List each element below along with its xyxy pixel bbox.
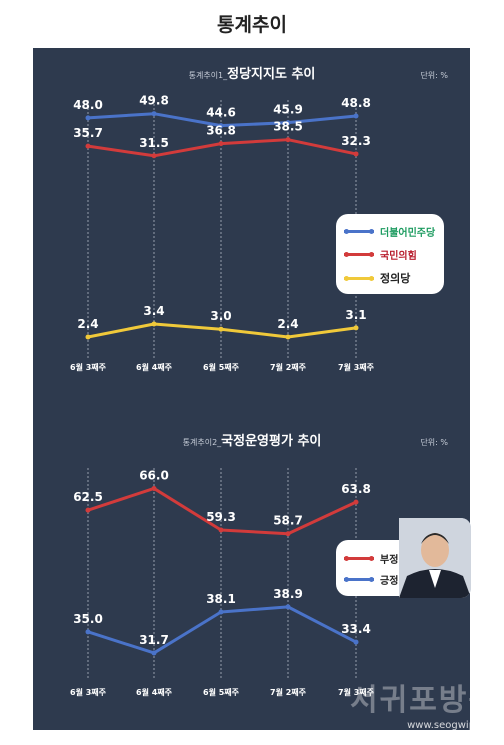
data-label: 3.4 bbox=[143, 304, 164, 318]
data-label: 48.0 bbox=[73, 98, 103, 112]
data-point bbox=[353, 499, 359, 505]
legend-label: 정의당 bbox=[380, 272, 411, 285]
data-label: 35.7 bbox=[73, 126, 103, 140]
x-tick-label: 6월 5째주 bbox=[203, 687, 240, 697]
data-point bbox=[85, 334, 91, 340]
legend-label: 긍정 bbox=[380, 576, 399, 587]
legend-item-ppp: 국민의힘 bbox=[344, 247, 417, 262]
data-point bbox=[85, 143, 91, 149]
data-point bbox=[353, 325, 359, 331]
x-tick-label: 7월 3째주 bbox=[338, 687, 375, 697]
x-tick-label: 7월 3째주 bbox=[338, 362, 375, 372]
data-point bbox=[218, 141, 224, 147]
data-point bbox=[218, 609, 224, 615]
legend-label: 국민의힘 bbox=[380, 251, 417, 262]
data-point bbox=[151, 111, 157, 117]
data-point bbox=[151, 650, 157, 656]
legend-label: 더불어민주당 bbox=[380, 228, 436, 239]
data-label: 33.4 bbox=[341, 622, 371, 636]
data-point bbox=[353, 639, 359, 645]
data-label: 31.7 bbox=[139, 633, 169, 647]
data-point bbox=[353, 151, 359, 157]
data-label: 35.0 bbox=[73, 612, 103, 626]
data-label: 63.8 bbox=[341, 482, 371, 496]
data-point bbox=[218, 326, 224, 332]
legend-item-justice: 정의당 bbox=[344, 270, 410, 286]
page-title: 통계추이 bbox=[217, 14, 287, 36]
president-photo bbox=[399, 518, 471, 598]
data-label: 31.5 bbox=[139, 136, 169, 150]
x-tick-label: 6월 4째주 bbox=[136, 362, 173, 372]
data-label: 58.7 bbox=[273, 514, 303, 528]
unit-label: 단위: % bbox=[420, 437, 448, 447]
unit-label: 단위: % bbox=[420, 70, 448, 80]
data-label: 38.5 bbox=[273, 120, 303, 134]
x-tick-label: 7월 2째주 bbox=[270, 362, 307, 372]
data-point bbox=[285, 604, 291, 610]
data-point bbox=[285, 334, 291, 340]
x-tick-label: 7월 2째주 bbox=[270, 687, 307, 697]
person-silhouette-icon bbox=[399, 518, 471, 598]
watermark-url: www.seogwipo.tv bbox=[407, 720, 494, 731]
legend-item-democratic: 더불어민주당 bbox=[344, 224, 435, 239]
chart-panel bbox=[33, 48, 470, 730]
chart-title-main: 정당지지도 추이 bbox=[227, 66, 315, 82]
data-label: 38.9 bbox=[273, 587, 303, 601]
data-point bbox=[151, 321, 157, 327]
data-point bbox=[85, 115, 91, 121]
chart-title: 통계추이1_정당지지도 추이 bbox=[189, 66, 316, 82]
legend-item-positive: 긍정 bbox=[344, 572, 398, 587]
watermark-text: 서귀포방송 bbox=[350, 683, 498, 718]
data-label: 2.4 bbox=[77, 317, 98, 331]
data-point bbox=[151, 485, 157, 491]
data-point bbox=[151, 153, 157, 159]
data-point bbox=[218, 123, 224, 129]
data-point bbox=[218, 527, 224, 533]
x-tick-label: 6월 5째주 bbox=[203, 362, 240, 372]
legend-swatch bbox=[344, 229, 374, 234]
data-point bbox=[85, 507, 91, 513]
data-label: 38.1 bbox=[206, 592, 236, 606]
data-label: 66.0 bbox=[139, 468, 169, 482]
legend-party: 더불어민주당 국민의힘 정의당 bbox=[336, 214, 444, 294]
chart-title-main: 국정운영평가 추이 bbox=[221, 433, 321, 449]
data-point bbox=[285, 120, 291, 126]
data-label: 32.3 bbox=[341, 134, 371, 148]
data-point bbox=[285, 137, 291, 143]
legend-item-negative: 부정 bbox=[344, 551, 398, 566]
x-tick-label: 6월 3째주 bbox=[70, 687, 107, 697]
data-label: 3.0 bbox=[210, 309, 231, 323]
data-label: 36.8 bbox=[206, 124, 236, 138]
legend-swatch bbox=[344, 556, 374, 561]
data-point bbox=[85, 629, 91, 635]
chart-title: 통계추이2_국정운영평가 추이 bbox=[183, 433, 322, 449]
chart-title-prefix: 통계추이2_ bbox=[183, 437, 223, 447]
legend-swatch bbox=[344, 275, 374, 281]
data-label: 62.5 bbox=[73, 490, 103, 504]
data-label: 49.8 bbox=[139, 94, 169, 108]
data-label: 59.3 bbox=[206, 510, 236, 524]
data-label: 48.8 bbox=[341, 96, 371, 110]
data-label: 44.6 bbox=[206, 106, 236, 120]
data-label: 2.4 bbox=[277, 317, 298, 331]
legend-label: 부정 bbox=[380, 555, 399, 566]
data-point bbox=[285, 531, 291, 537]
data-point bbox=[353, 113, 359, 119]
data-label: 45.9 bbox=[273, 103, 303, 117]
chart-title-prefix: 통계추이1_ bbox=[189, 70, 229, 80]
legend-swatch bbox=[344, 577, 374, 582]
data-label: 3.1 bbox=[345, 308, 366, 322]
x-tick-label: 6월 4째주 bbox=[136, 687, 173, 697]
legend-swatch bbox=[344, 252, 374, 257]
x-tick-label: 6월 3째주 bbox=[70, 362, 107, 372]
